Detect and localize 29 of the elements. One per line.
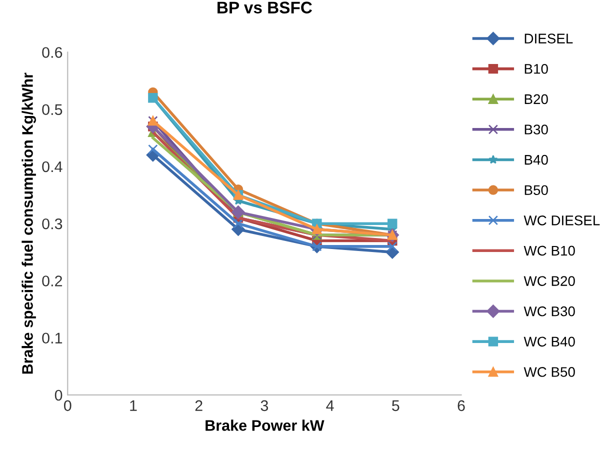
y-tick-label: 0 — [54, 390, 62, 401]
legend-label: B30 — [524, 124, 548, 134]
y-tick-label: 0.1 — [42, 332, 62, 344]
x-tick-label: 6 — [458, 400, 465, 412]
y-tick-label: 0.5 — [42, 104, 62, 116]
legend-label: WC B30 — [524, 306, 575, 316]
x-tick-label: 1 — [130, 400, 137, 411]
legend-label: WC B40 — [524, 336, 575, 347]
y-axis-title: Brake specific fuel consumption Kg/kWhr — [22, 72, 36, 374]
legend-label: B50 — [524, 185, 548, 196]
legend-label: WC B50 — [524, 367, 575, 377]
legend-label: WC B20 — [524, 276, 575, 286]
legend-label: B10 — [524, 64, 548, 74]
legend-label: WC DIESEL — [524, 216, 600, 226]
y-tick-label: 0.3 — [42, 218, 62, 230]
chart-title: BP vs BSFC — [218, 2, 312, 14]
y-tick-label: 0.6 — [42, 47, 62, 58]
x-tick-label: 5 — [392, 400, 400, 412]
y-tick-label: 0.2 — [42, 276, 62, 286]
legend-label: WC B10 — [524, 246, 575, 256]
x-tick-label: 0 — [64, 400, 72, 412]
x-tick-label: 3 — [260, 400, 268, 412]
legend-label: B20 — [524, 94, 548, 104]
x-tick-label: 2 — [195, 400, 202, 411]
legend-label: B40 — [524, 154, 548, 165]
y-tick-label: 0.4 — [42, 161, 62, 172]
x-axis-title: Brake Power kW — [206, 420, 324, 431]
x-tick-label: 4 — [326, 400, 334, 411]
legend-label: DIESEL — [524, 34, 573, 44]
